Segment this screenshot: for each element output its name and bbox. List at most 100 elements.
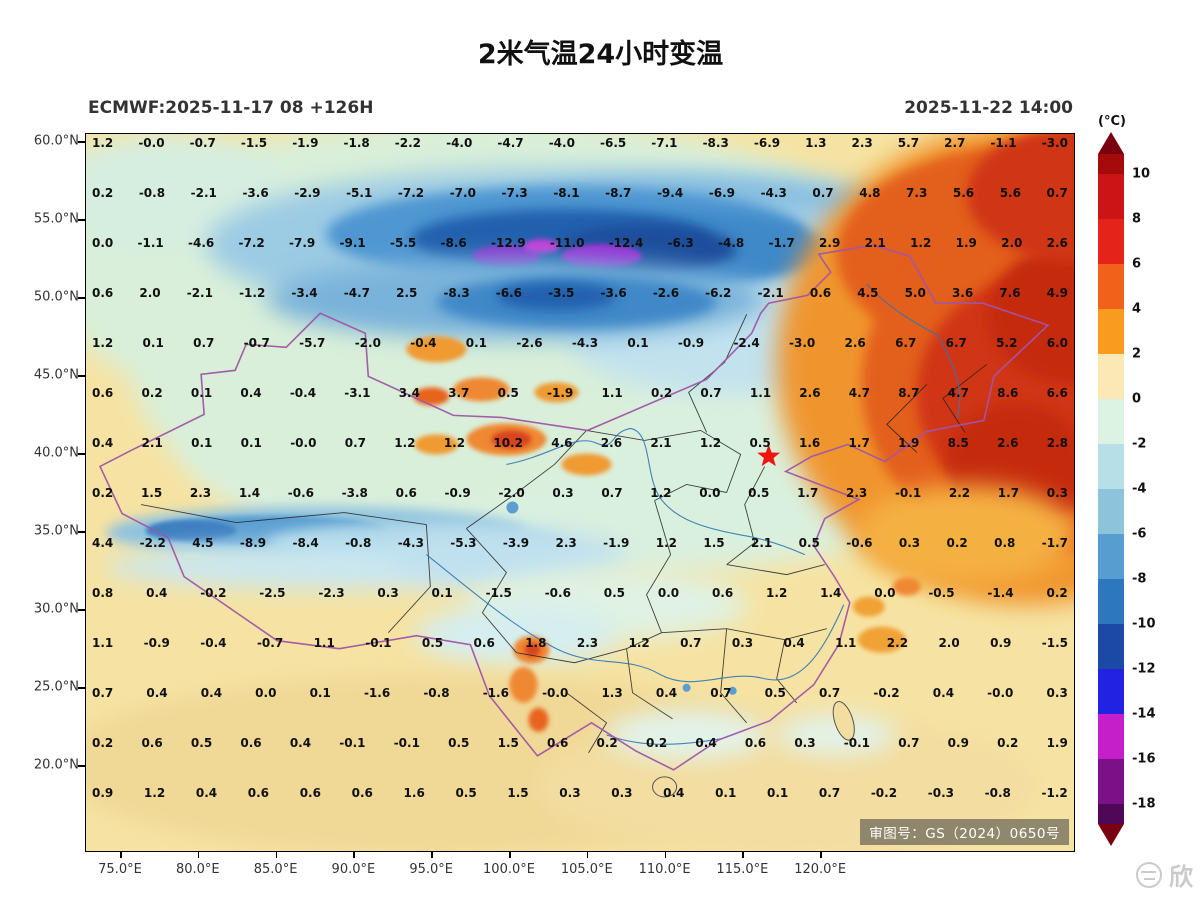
grid-value: -3.4 — [291, 286, 317, 300]
grid-value: 4.4 — [92, 536, 113, 550]
grid-value: 2.3 — [190, 486, 211, 500]
colorbar-segment — [1098, 219, 1124, 264]
grid-value: -7.9 — [289, 236, 315, 250]
valid-time-label: 2025-11-22 14:00 — [904, 98, 1073, 118]
colorbar-tick-label: 8 — [1132, 212, 1141, 227]
colorbar-segment — [1098, 804, 1124, 824]
grid-value: -0.2 — [873, 686, 899, 700]
grid-value: 0.5 — [191, 736, 212, 750]
grid-value: 1.9 — [956, 236, 977, 250]
grid-value: 1.1 — [314, 636, 335, 650]
colorbar-tick-label: -8 — [1132, 572, 1146, 587]
lat-tick-label: 20.0°N — [34, 758, 79, 773]
grid-value: 0.2 — [997, 736, 1018, 750]
grid-value: 2.1 — [142, 436, 163, 450]
grid-row: 0.42.10.10.1-0.00.71.21.210.24.62.62.11.… — [86, 436, 1074, 450]
grid-value: -4.7 — [344, 286, 370, 300]
grid-value: -4.0 — [549, 136, 575, 150]
grid-values-layer: 1.2-0.0-0.7-1.5-1.9-1.8-2.2-4.0-4.7-4.0-… — [86, 134, 1074, 851]
grid-value: -8.9 — [240, 536, 266, 550]
grid-value: 0.3 — [552, 486, 573, 500]
watermark-text: 欣 — [1169, 857, 1193, 892]
grid-value: 5.7 — [898, 136, 919, 150]
lat-tick-label: 40.0°N — [34, 446, 79, 461]
grid-value: 0.0 — [874, 586, 895, 600]
grid-value: -8.7 — [605, 186, 631, 200]
grid-value: 2.0 — [1001, 236, 1022, 250]
grid-value: -4.7 — [497, 136, 523, 150]
grid-value: 0.0 — [699, 486, 720, 500]
grid-value: -2.4 — [733, 336, 759, 350]
grid-value: 6.7 — [895, 336, 916, 350]
lon-tick-label: 100.0°E — [474, 862, 544, 877]
grid-value: -6.3 — [668, 236, 694, 250]
grid-value: -2.6 — [516, 336, 542, 350]
grid-value: 1.7 — [797, 486, 818, 500]
colorbar-segment — [1098, 174, 1124, 219]
grid-value: -1.8 — [344, 136, 370, 150]
grid-value: 1.2 — [394, 436, 415, 450]
grid-value: 0.3 — [559, 786, 580, 800]
lat-tick — [78, 765, 85, 767]
grid-value: 0.4 — [92, 436, 113, 450]
colorbar-segment — [1098, 534, 1124, 579]
grid-value: -8.3 — [443, 286, 469, 300]
grid-value: 0.4 — [783, 636, 804, 650]
grid-value: -5.5 — [390, 236, 416, 250]
grid-value: 0.8 — [92, 586, 113, 600]
grid-value: 0.1 — [241, 436, 262, 450]
grid-value: 1.2 — [650, 486, 671, 500]
grid-value: 0.9 — [990, 636, 1011, 650]
grid-value: 0.7 — [680, 636, 701, 650]
grid-value: -0.7 — [190, 136, 216, 150]
colorbar-tick-label: -14 — [1132, 707, 1156, 722]
colorbar-segment — [1098, 154, 1124, 174]
grid-row: 0.20.60.50.60.4-0.1-0.10.51.50.60.20.20.… — [86, 736, 1074, 750]
grid-value: 0.5 — [604, 586, 625, 600]
grid-value: -0.8 — [139, 186, 165, 200]
grid-value: -12.9 — [491, 236, 526, 250]
lat-tick — [78, 531, 85, 533]
grid-value: -0.8 — [345, 536, 371, 550]
grid-value: 0.1 — [715, 786, 736, 800]
grid-value: -1.9 — [292, 136, 318, 150]
grid-value: 0.6 — [547, 736, 568, 750]
grid-value: 0.7 — [345, 436, 366, 450]
grid-value: -0.0 — [987, 686, 1013, 700]
grid-value: 1.2 — [766, 586, 787, 600]
grid-value: 2.1 — [650, 436, 671, 450]
lon-tick — [587, 852, 589, 858]
grid-value: -0.6 — [288, 486, 314, 500]
grid-value: 6.7 — [946, 336, 967, 350]
grid-value: 0.1 — [767, 786, 788, 800]
grid-value: 0.6 — [300, 786, 321, 800]
grid-value: 0.5 — [498, 386, 519, 400]
grid-value: 0.7 — [898, 736, 919, 750]
colorbar-tick-label: 0 — [1132, 392, 1141, 407]
grid-value: 1.5 — [141, 486, 162, 500]
grid-value: 0.2 — [92, 186, 113, 200]
grid-value: 0.4 — [656, 686, 677, 700]
grid-value: -1.5 — [241, 136, 267, 150]
grid-value: 4.7 — [948, 386, 969, 400]
grid-value: 0.3 — [899, 536, 920, 550]
colorbar-segment — [1098, 489, 1124, 534]
grid-value: 1.6 — [799, 436, 820, 450]
grid-value: 2.3 — [846, 486, 867, 500]
grid-value: -6.9 — [709, 186, 735, 200]
grid-value: -7.2 — [398, 186, 424, 200]
grid-value: 0.4 — [146, 686, 167, 700]
grid-value: 2.3 — [577, 636, 598, 650]
grid-value: 0.1 — [627, 336, 648, 350]
colorbar-tick-label: -12 — [1132, 662, 1156, 677]
colorbar-segment — [1098, 309, 1124, 354]
grid-value: 0.5 — [448, 736, 469, 750]
grid-row: 0.60.20.10.4-0.4-3.13.43.70.5-1.91.10.20… — [86, 386, 1074, 400]
grid-value: 1.7 — [998, 486, 1019, 500]
lon-tick — [276, 852, 278, 858]
grid-value: 0.2 — [1046, 586, 1067, 600]
grid-value: -0.6 — [545, 586, 571, 600]
grid-value: 0.6 — [240, 736, 261, 750]
lon-tick — [742, 852, 744, 858]
grid-value: 0.6 — [474, 636, 495, 650]
